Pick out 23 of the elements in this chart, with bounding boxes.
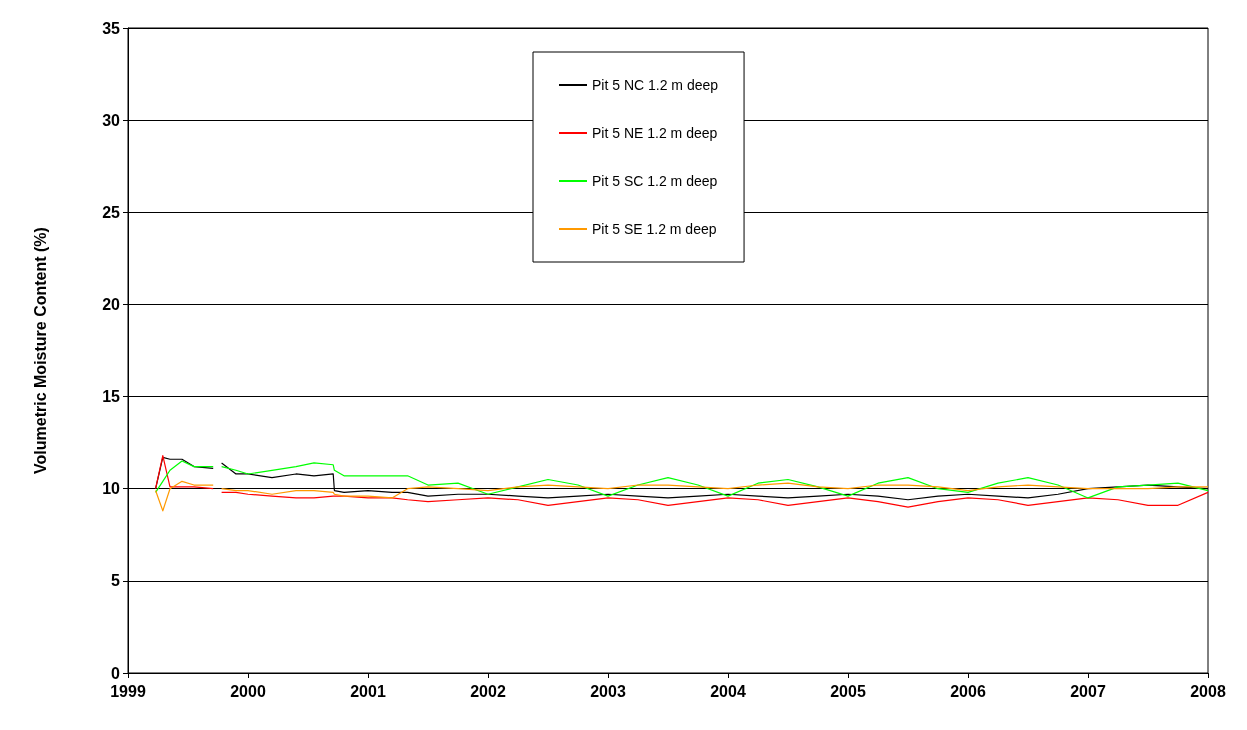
legend-label: Pit 5 SE 1.2 m deep	[592, 221, 717, 237]
legend-label: Pit 5 NC 1.2 m deep	[592, 77, 719, 93]
x-tick-label: 1999	[110, 682, 146, 700]
y-tick-label: 10	[102, 480, 121, 498]
y-tick-label: 30	[102, 111, 121, 129]
y-axis-title: Volumetric Moisture Content (%)	[31, 227, 49, 474]
x-tick-label: 2000	[230, 682, 266, 700]
y-tick-label: 35	[102, 19, 121, 37]
x-tick-label: 2006	[950, 682, 986, 700]
legend-label: Pit 5 NE 1.2 m deep	[592, 125, 718, 141]
x-tick-label: 2002	[470, 682, 506, 700]
y-tick-label: 15	[102, 388, 121, 406]
y-tick-label: 25	[102, 203, 121, 221]
x-tick-label: 2003	[590, 682, 626, 700]
legend-label: Pit 5 SC 1.2 m deep	[592, 173, 718, 189]
x-tick-label: 2005	[830, 682, 866, 700]
y-tick-label: 5	[111, 572, 121, 590]
x-tick-label: 2004	[710, 682, 746, 700]
x-tick-label: 2008	[1190, 682, 1226, 700]
x-tick-label: 2007	[1070, 682, 1106, 700]
y-tick-label: 20	[102, 295, 121, 313]
y-tick-label: 0	[111, 664, 121, 682]
x-tick-label: 2001	[350, 682, 386, 700]
